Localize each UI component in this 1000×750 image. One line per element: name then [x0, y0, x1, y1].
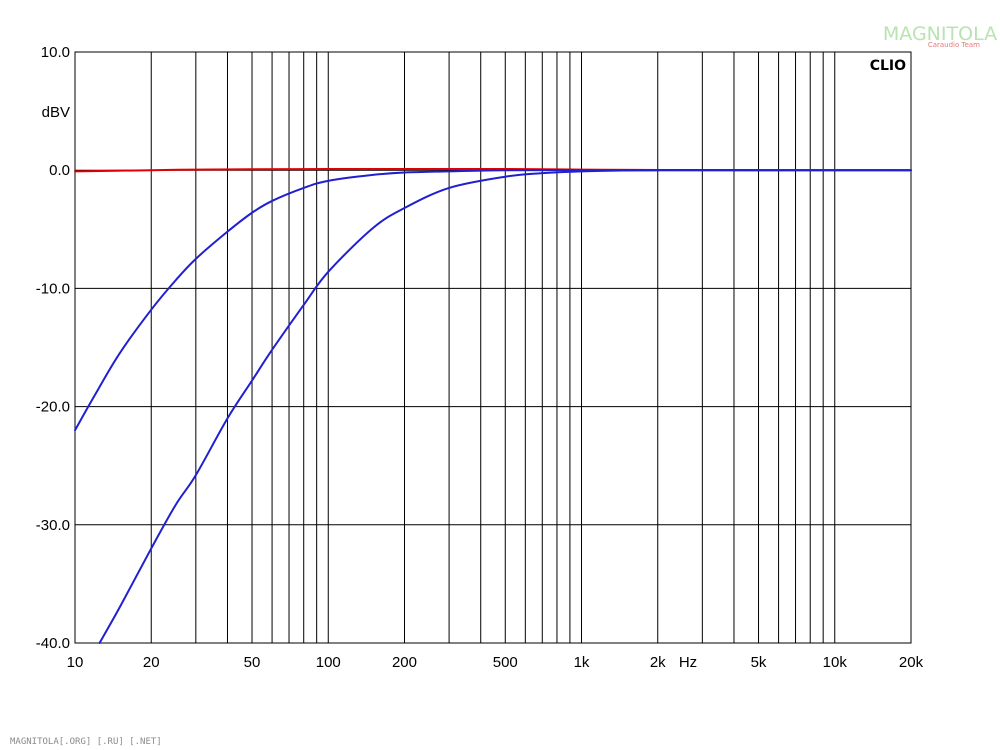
chart-grid — [75, 52, 911, 643]
x-tick-labels: 10 20 50 100 200 500 1k 2k 5k 10k 20k — [67, 654, 924, 671]
series-layer — [74, 167, 912, 644]
series-line-3 — [98, 169, 912, 644]
x-tick-label: 100 — [316, 654, 341, 671]
magnitola-logo: MAGNITOLA Caraudio Team — [883, 23, 997, 49]
y-tick-label: -20.0 — [36, 399, 70, 416]
y-tick-label: -30.0 — [36, 517, 70, 534]
x-tick-label: 50 — [244, 654, 261, 671]
y-tick-label: 10.0 — [41, 44, 70, 61]
y-tick-label: -10.0 — [36, 280, 70, 297]
x-tick-label: 500 — [493, 654, 518, 671]
x-tick-label: 10 — [67, 654, 84, 671]
x-tick-label: 2k — [650, 654, 666, 671]
x-tick-label: 200 — [392, 654, 417, 671]
y-axis-label: dBV — [42, 104, 70, 121]
clio-brand-label: CLIO — [870, 58, 906, 74]
y-tick-label: 0.0 — [49, 162, 70, 179]
x-tick-label: 20k — [899, 654, 924, 671]
y-tick-label: -40.0 — [36, 635, 70, 652]
logo-subtext: Caraudio Team — [928, 41, 980, 49]
x-axis-unit-label: Hz — [679, 654, 697, 671]
x-tick-label: 5k — [751, 654, 767, 671]
plot-frame — [74, 51, 912, 644]
footer-watermark: MAGNITOLA[.ORG] [.RU] [.NET] — [10, 737, 162, 747]
y-tick-labels: 10.0 0.0 -10.0 -20.0 -30.0 -40.0 — [36, 44, 70, 652]
logo-text: MAGNITOLA — [883, 23, 997, 45]
x-tick-label: 20 — [143, 654, 160, 671]
x-tick-label: 10k — [823, 654, 848, 671]
x-tick-label: 1k — [574, 654, 590, 671]
series-line-2 — [74, 169, 912, 432]
